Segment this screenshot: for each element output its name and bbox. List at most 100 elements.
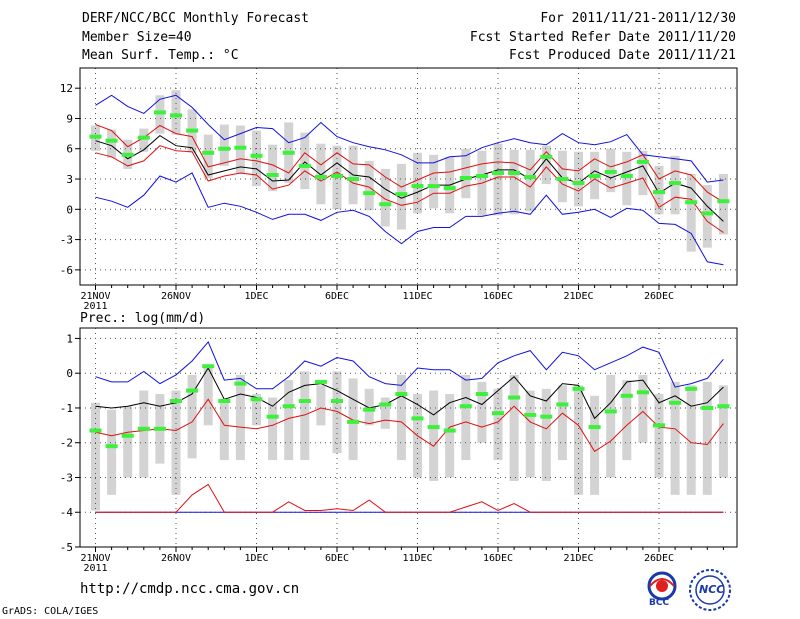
- box-bar: [509, 374, 519, 481]
- median-mark: [508, 395, 521, 400]
- median-mark: [153, 426, 166, 431]
- x-year-label: 2011: [83, 301, 107, 312]
- box-bar: [203, 364, 213, 426]
- box-bar: [348, 378, 358, 461]
- median-mark: [105, 444, 118, 449]
- box-bar: [654, 165, 664, 215]
- mean-line: [95, 134, 724, 222]
- median-mark: [266, 172, 279, 177]
- median-mark: [331, 399, 343, 403]
- box-bar: [638, 374, 648, 443]
- median-mark: [105, 138, 118, 143]
- box-bar: [332, 371, 342, 454]
- y-tick-label: -2: [60, 437, 73, 450]
- median-mark: [298, 399, 311, 403]
- box-bar: [525, 390, 535, 478]
- median-mark: [717, 404, 730, 409]
- forecast-produced-date: Fcst Produced Date 2011/11/21: [509, 48, 736, 63]
- y-tick-label: 6: [66, 143, 73, 156]
- minus-std-line: [95, 145, 724, 233]
- box-bar: [252, 394, 261, 426]
- median-mark: [556, 402, 569, 407]
- x-tick-label: 26NOV: [161, 553, 191, 564]
- median-mark: [298, 163, 311, 168]
- box-bar: [364, 160, 374, 211]
- bcc-logo-text: BCC: [649, 598, 670, 608]
- median-mark: [588, 425, 601, 430]
- median-mark: [524, 412, 537, 417]
- median-mark: [282, 404, 295, 409]
- max-line: [95, 340, 724, 390]
- box-bar: [284, 380, 294, 461]
- box-bar: [718, 385, 728, 478]
- median-mark: [186, 128, 199, 133]
- box-bar: [622, 151, 632, 206]
- median-mark: [395, 192, 408, 197]
- median-mark: [153, 110, 166, 115]
- median-mark: [170, 399, 182, 403]
- x-tick-label: 6DEC: [325, 291, 349, 302]
- box-bar: [300, 132, 310, 190]
- median-mark: [331, 173, 343, 178]
- precip-panel: -5 -4 -3 -2 -1 0 1 21NOV 26NOV 1DEC 6DEC 11DEC 16DEC…: [60, 327, 738, 574]
- box-bar: [235, 125, 245, 174]
- median-mark: [669, 181, 682, 186]
- median-mark: [492, 170, 504, 175]
- temp-panel: -6 -3 0 3 6 9 12 21NOV 26NOV 1DEC 6DEC 11DEC 16DEC 21…: [60, 67, 738, 312]
- median-mark: [636, 159, 649, 164]
- median-mark: [89, 428, 102, 433]
- median-mark: [443, 428, 456, 433]
- plot-frame: [79, 327, 738, 548]
- box-bar: [702, 381, 712, 495]
- median-mark: [653, 423, 665, 428]
- x-tick-label: 26DEC: [644, 291, 674, 302]
- box-bar: [686, 385, 696, 495]
- box-bar: [654, 394, 664, 478]
- y-tick-label: -5: [60, 541, 73, 554]
- median-mark: [540, 414, 553, 419]
- y-tick-label: -6: [60, 264, 73, 277]
- x-tick-label: 11DEC: [402, 291, 432, 302]
- box-bar: [574, 151, 583, 207]
- y-tick-label: -3: [60, 234, 73, 247]
- box-bar: [574, 385, 583, 495]
- median-mark: [475, 392, 488, 397]
- mean-line: [95, 366, 724, 420]
- median-mark: [121, 152, 134, 157]
- median-mark: [234, 145, 247, 150]
- box-bar: [268, 397, 278, 461]
- median-mark: [411, 184, 424, 189]
- box-bar: [493, 143, 503, 216]
- box-bar: [123, 406, 133, 478]
- x-tick-label: 26DEC: [644, 553, 674, 564]
- x-tick-label: 6DEC: [325, 553, 349, 564]
- median-mark: [202, 150, 215, 155]
- variable-label: Mean Surf. Temp.: °C: [82, 48, 239, 63]
- median-mark: [572, 386, 585, 391]
- box-bar: [461, 374, 471, 461]
- box-bar: [107, 409, 117, 495]
- box-bar: [300, 371, 310, 461]
- box-bar: [268, 144, 278, 192]
- box-bar: [91, 402, 100, 511]
- box-bar: [557, 385, 567, 461]
- box-bar: [139, 390, 149, 478]
- y-tick-label: -1: [60, 402, 73, 415]
- box-bar: [525, 149, 535, 212]
- x-tick-label: 21NOV: [80, 553, 110, 564]
- grads-credit: GrADS: COLA/IGES: [2, 606, 99, 617]
- median-mark: [218, 146, 231, 151]
- x-tick-label: 1DEC: [244, 553, 268, 564]
- box-bar: [316, 143, 326, 205]
- box-bar: [171, 90, 181, 135]
- source-url[interactable]: http://cmdp.ncc.cma.gov.cn: [80, 581, 300, 597]
- median-mark: [234, 381, 247, 386]
- forecast-started-date: Fcst Started Refer Date 2011/11/20: [469, 30, 736, 45]
- median-mark: [620, 173, 633, 178]
- box-bar: [686, 173, 696, 252]
- median-mark: [669, 400, 682, 405]
- median-mark: [701, 405, 714, 410]
- y-tick-label: -4: [60, 506, 74, 519]
- y-tick-label: 9: [66, 112, 73, 125]
- bcc-logo: BCC: [640, 568, 684, 612]
